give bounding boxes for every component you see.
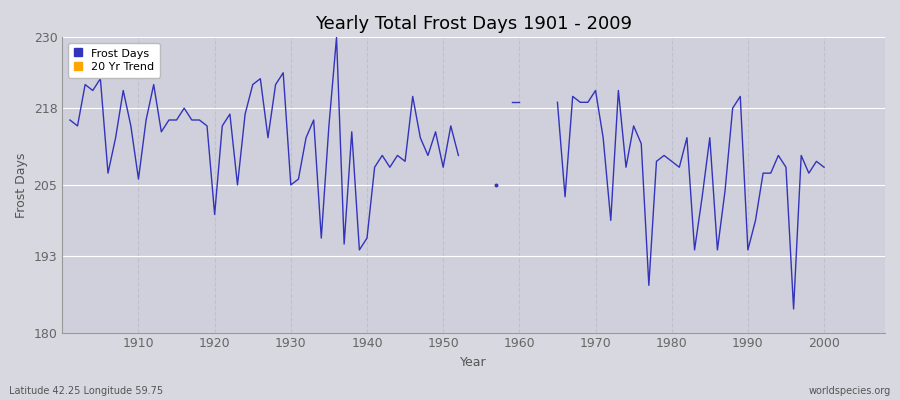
- Text: Latitude 42.25 Longitude 59.75: Latitude 42.25 Longitude 59.75: [9, 386, 163, 396]
- Legend: Frost Days, 20 Yr Trend: Frost Days, 20 Yr Trend: [68, 43, 160, 78]
- Point: [490, 182, 504, 188]
- Title: Yearly Total Frost Days 1901 - 2009: Yearly Total Frost Days 1901 - 2009: [315, 15, 632, 33]
- Text: worldspecies.org: worldspecies.org: [809, 386, 891, 396]
- X-axis label: Year: Year: [460, 356, 487, 369]
- Y-axis label: Frost Days: Frost Days: [15, 152, 28, 218]
